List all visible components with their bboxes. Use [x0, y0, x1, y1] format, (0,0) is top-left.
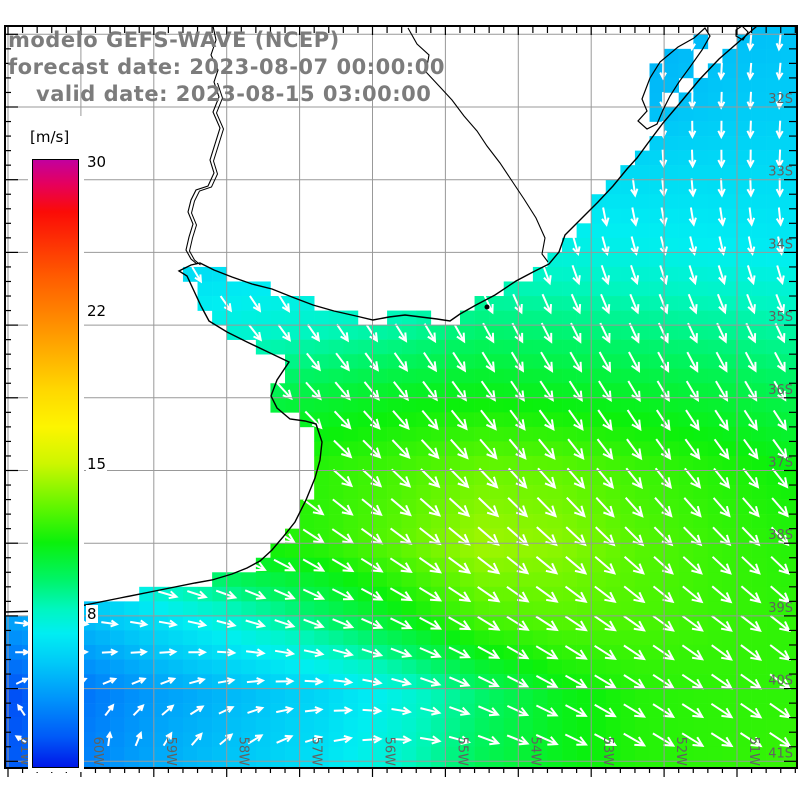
colorbar-tick-15: 15 — [86, 454, 108, 473]
map-frame — [4, 25, 798, 777]
lat-label: 38S — [768, 528, 793, 543]
forecast-date: forecast date: 2023-08-07 00:00:00 — [8, 55, 445, 79]
river-uruguay — [185, 25, 221, 265]
lat-label: 41S — [768, 746, 793, 761]
lat-label: 36S — [768, 383, 793, 398]
valid-date: valid date: 2023-08-15 03:00:00 — [36, 82, 432, 106]
lon-label: 59W — [163, 737, 178, 767]
colorbar-tick-30: 30 — [86, 153, 108, 172]
model-title: modelo GEFS-WAVE (NCEP) — [8, 28, 340, 52]
lon-label: 56W — [382, 737, 397, 767]
colorbar-tick-8: 8 — [86, 605, 98, 624]
colorbar-tick-22: 22 — [86, 301, 108, 320]
lat-label: 34S — [768, 237, 793, 252]
lat-label: 40S — [768, 674, 793, 689]
river-uruguay-bank — [188, 82, 225, 266]
lon-label: 54W — [527, 737, 542, 767]
lon-label: 57W — [309, 737, 324, 767]
colorbar: [m/s] — [28, 116, 84, 772]
lon-label: 60W — [90, 737, 105, 767]
colorbar-gradient — [32, 159, 79, 768]
river-negro — [407, 27, 549, 263]
graticule — [5, 26, 797, 768]
lon-label: 52W — [673, 737, 688, 767]
colorbar-unit-label: [m/s] — [30, 128, 70, 146]
lagoon-mirim-outline — [637, 27, 711, 130]
lat-label: 35S — [768, 310, 793, 325]
lon-label: 53W — [600, 737, 615, 767]
lat-label: 37S — [768, 456, 793, 471]
lon-label: 55W — [454, 737, 469, 767]
lon-label: 58W — [236, 737, 251, 767]
lon-label: 51W — [746, 737, 761, 767]
lat-label: 32S — [768, 92, 793, 107]
lat-label: 33S — [768, 165, 793, 180]
wind-speed-cells — [5, 26, 797, 768]
lat-label: 39S — [768, 601, 793, 616]
island-dot — [484, 304, 490, 310]
